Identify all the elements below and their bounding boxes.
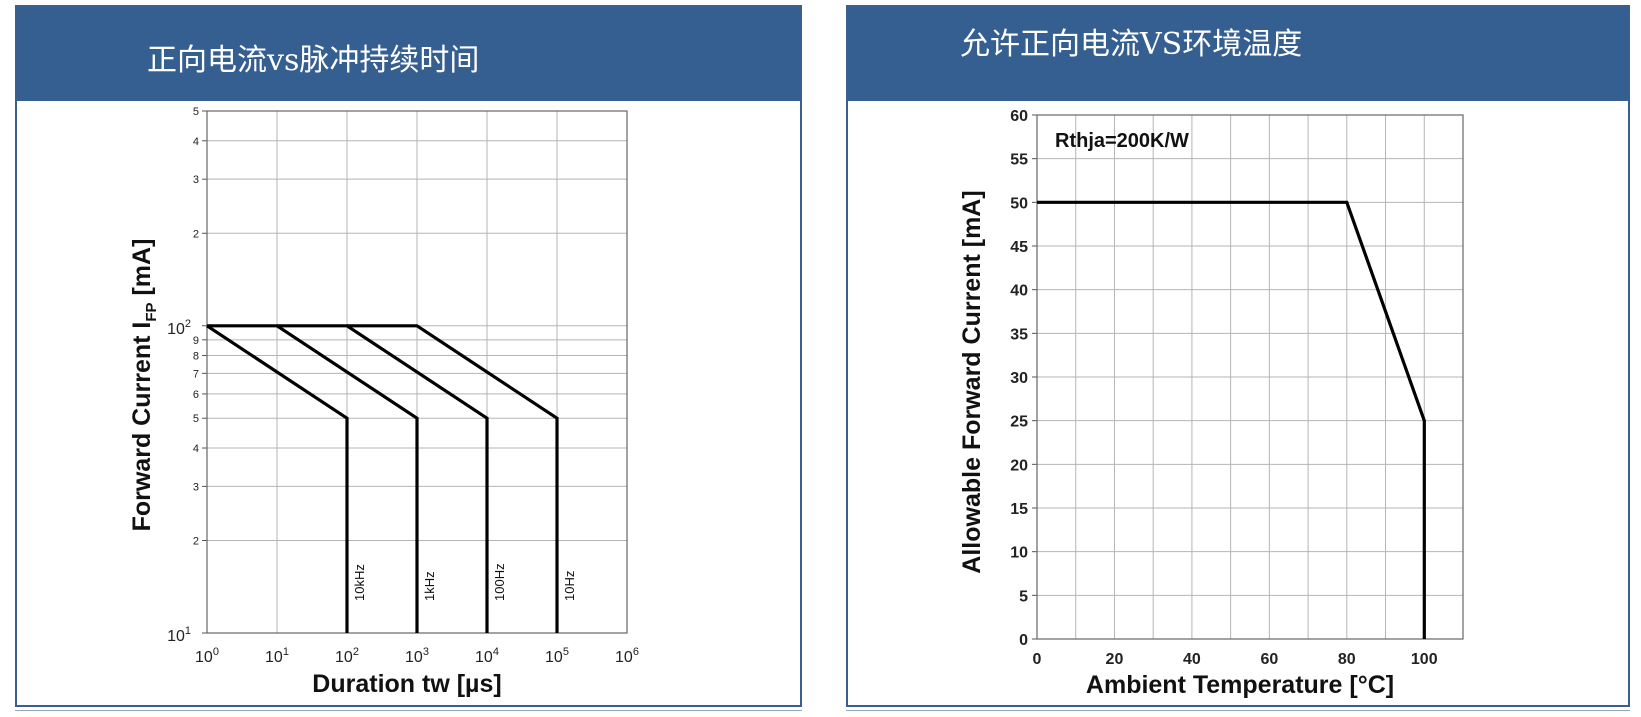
panel-header: 正向电流vs脉冲持续时间	[17, 7, 800, 101]
panel-header: 允许正向电流VS环境温度	[848, 7, 1628, 101]
y-tick-label: 55	[1010, 152, 1028, 169]
y-tick-label: 7	[193, 368, 199, 380]
y-tick-label: 50	[1010, 195, 1028, 212]
x-tick-label: 102	[335, 646, 359, 666]
y-tick-label: 3	[193, 481, 199, 493]
y-tick-label: 6	[193, 389, 199, 401]
bottom-divider	[15, 710, 802, 711]
y-tick-label: 5	[193, 106, 199, 118]
x-tick-label: 60	[1260, 651, 1278, 668]
y-tick-label: 2	[193, 228, 199, 240]
y-tick-label: 0	[1019, 632, 1028, 649]
y-tick-label: 3	[193, 174, 199, 186]
series-label: 10kHz	[352, 564, 367, 601]
series-label: 100Hz	[492, 563, 507, 601]
panel-title: 正向电流vs脉冲持续时间	[147, 43, 480, 78]
y-tick-label: 20	[1010, 457, 1028, 474]
x-tick-label: 106	[615, 646, 639, 666]
y-tick-label: 5	[1019, 588, 1028, 605]
y-tick-label: 35	[1010, 326, 1028, 343]
y-tick-label: 101	[167, 625, 191, 645]
y-axis-title: Allowable Forward Current [mA]	[958, 190, 986, 573]
x-tick-label: 80	[1338, 651, 1356, 668]
x-axis-title: Ambient Temperature [°C]	[1086, 671, 1394, 699]
y-tick-label: 15	[1010, 501, 1028, 518]
y-tick-label: 2	[193, 536, 199, 548]
x-tick-label: 100	[195, 646, 219, 666]
series-line	[1037, 200, 1426, 639]
annotation-label: Rthja=200K/W	[1055, 130, 1189, 152]
panel-title: 允许正向电流VS环境温度	[960, 27, 1303, 62]
series-label: 1kHz	[422, 571, 437, 601]
y-tick-label: 9	[193, 335, 199, 347]
derating-panel: 允许正向电流VS环境温度	[846, 5, 1630, 707]
pulse-duration-panel: 正向电流vs脉冲持续时间	[15, 5, 802, 707]
x-tick-label: 104	[475, 646, 499, 666]
y-tick-label: 10	[1010, 545, 1028, 562]
x-tick-label: 40	[1183, 651, 1201, 668]
bottom-divider	[846, 710, 1630, 711]
x-axis-title: Duration tw [µs]	[312, 670, 501, 698]
series-line	[206, 324, 349, 633]
y-axis-title: Forward Current IFP [mA]	[128, 239, 160, 532]
x-tick-label: 100	[1411, 651, 1438, 668]
x-tick-label: 103	[405, 646, 429, 666]
y-tick-label: 45	[1010, 239, 1028, 256]
y-tick-label: 60	[1010, 108, 1028, 125]
x-tick-label: 105	[545, 646, 569, 666]
y-tick-label: 8	[193, 351, 199, 363]
series-line	[277, 324, 489, 633]
series-label: 10Hz	[562, 571, 577, 601]
y-tick-label: 4	[193, 136, 199, 148]
x-tick-label: 20	[1106, 651, 1124, 668]
y-tick-label: 4	[193, 443, 199, 455]
x-tick-label: 101	[265, 646, 289, 666]
plot-frame	[1036, 114, 1464, 640]
y-tick-label: 5	[193, 413, 199, 425]
series-line	[347, 324, 559, 633]
y-tick-label: 30	[1010, 370, 1028, 387]
series-line	[207, 324, 419, 633]
y-tick-label: 40	[1010, 283, 1028, 300]
y-tick-label: 25	[1010, 414, 1028, 431]
y-tick-label: 102	[167, 318, 191, 338]
x-tick-label: 0	[1033, 651, 1042, 668]
